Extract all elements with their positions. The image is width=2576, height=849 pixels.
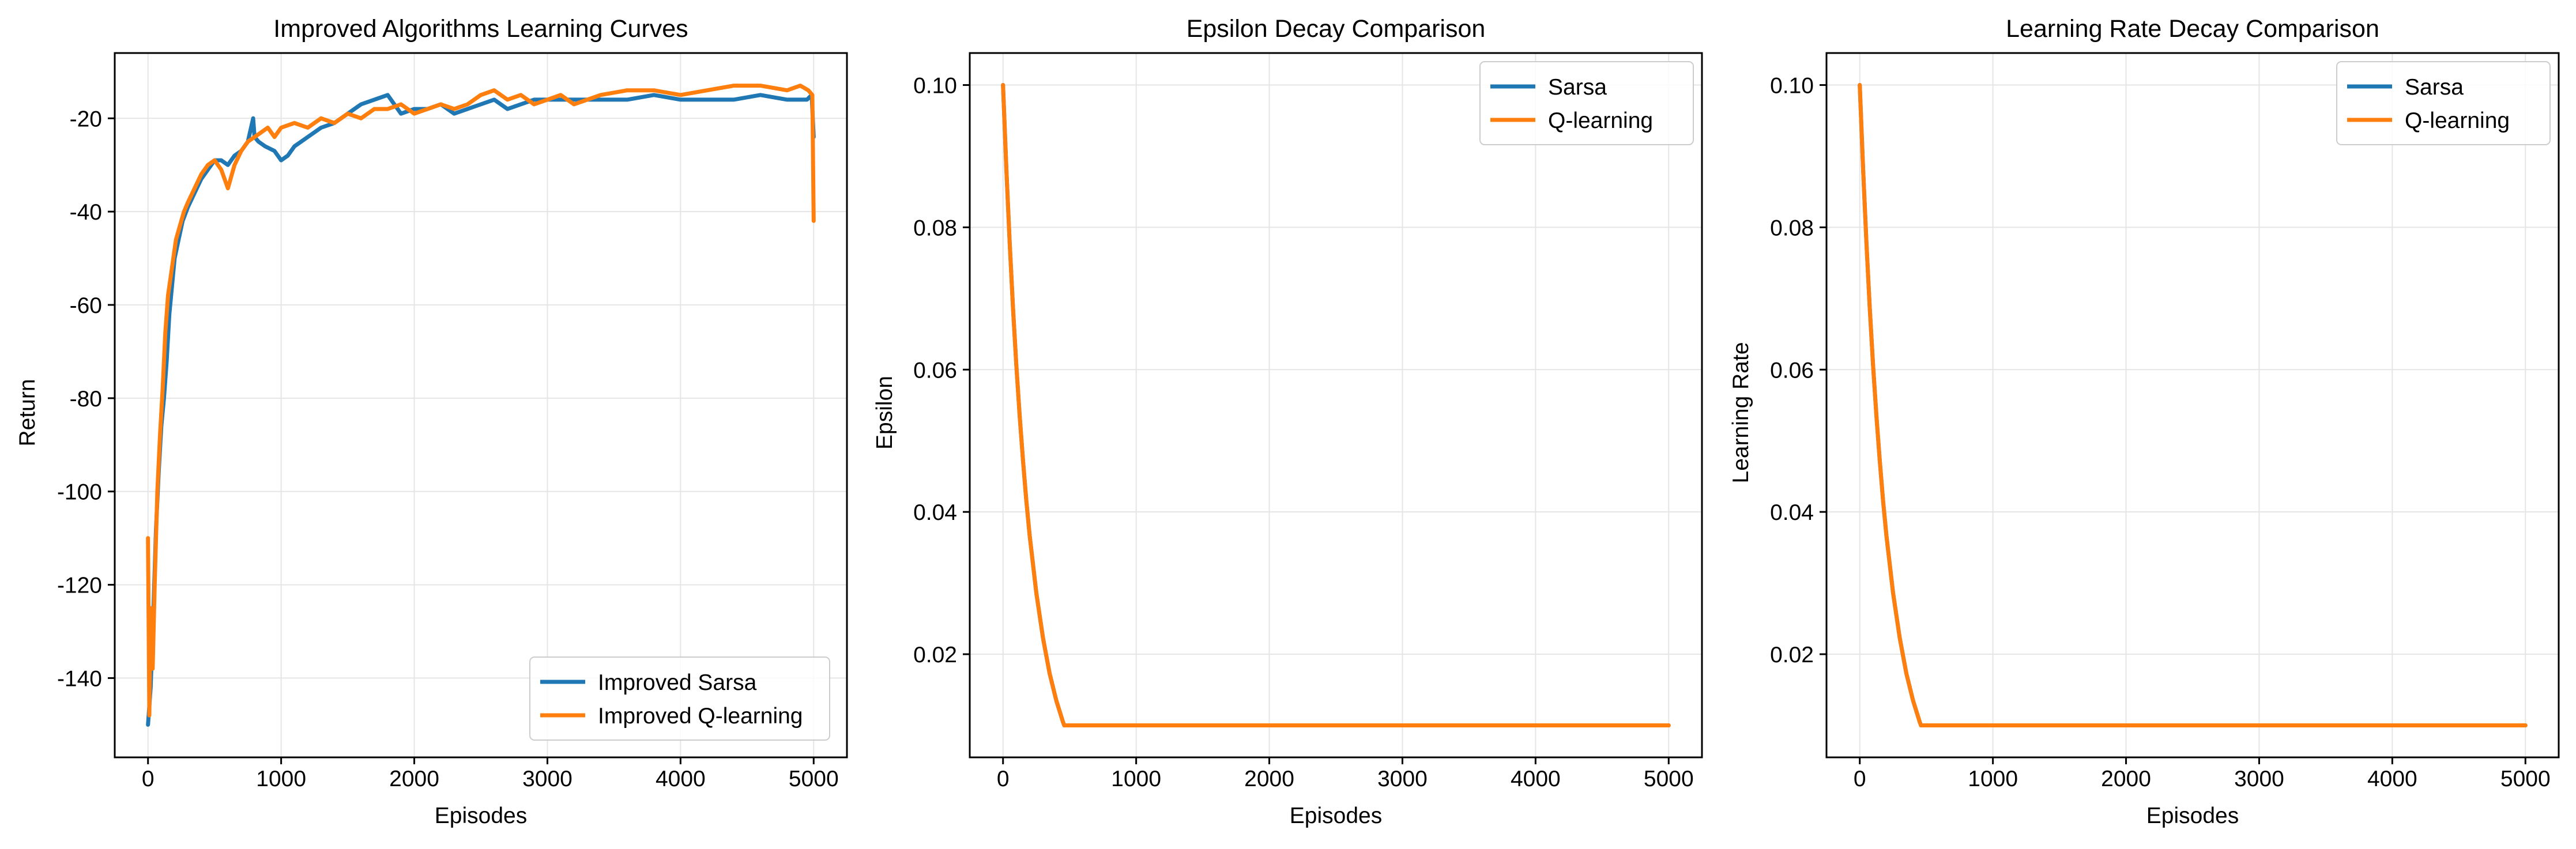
y-tick-label: 0.04 <box>1770 500 1814 525</box>
y-tick-label: -120 <box>57 573 102 598</box>
x-tick-label: 0 <box>1854 767 1866 791</box>
y-tick-label: 0.04 <box>913 500 957 525</box>
chart-title: Improved Algorithms Learning Curves <box>273 15 688 43</box>
y-tick-label: 0.02 <box>913 643 957 667</box>
grid-lines <box>115 53 847 757</box>
series-line-q-learning <box>1001 83 1671 727</box>
axis-ticks: 0 1000 2000 3000 4000 5000 -140 -120 -100 -80 -60 -… <box>57 107 839 791</box>
x-tick-label: 0 <box>997 767 1010 791</box>
y-tick-label: -40 <box>70 200 102 225</box>
legend-box <box>2336 61 2551 145</box>
y-tick-label: -80 <box>70 387 102 412</box>
axes-frame <box>114 52 848 759</box>
legend: Improved Sarsa Improved Q-learning <box>529 656 830 741</box>
x-tick-label: 0 <box>142 767 155 791</box>
x-tick-label: 3000 <box>2234 767 2284 791</box>
y-tick-label: 0.02 <box>1770 643 1814 667</box>
legend-box <box>529 656 830 741</box>
x-tick-label: 5000 <box>2500 767 2551 791</box>
axis-ticks: 0 1000 2000 3000 4000 5000 0.02 0.04 0.06 0.08 0.1… <box>1770 74 2551 791</box>
legend: Sarsa Q-learning <box>1479 61 1694 145</box>
x-axis-label: Episodes <box>435 803 527 828</box>
x-axis-label: Episodes <box>1290 803 1382 828</box>
x-tick-label: 4000 <box>2367 767 2417 791</box>
legend-label: Improved Q-learning <box>598 704 803 729</box>
x-tick-label: 1000 <box>1968 767 2018 791</box>
x-tick-label: 1000 <box>1111 767 1161 791</box>
x-tick-label: 2000 <box>1244 767 1294 791</box>
y-tick-label: 0.10 <box>913 74 957 99</box>
panel-epsilon-decay: Epsilon Decay Comparison Episodes Epsilo… <box>872 15 1703 828</box>
series-line-improved-q-learning <box>146 84 816 718</box>
y-tick-label: -60 <box>70 293 102 318</box>
axes-frame <box>1825 52 2560 759</box>
x-tick-label: 3000 <box>1377 767 1428 791</box>
x-tick-label: 2000 <box>2101 767 2151 791</box>
y-tick-label: 0.10 <box>1770 74 1814 99</box>
y-tick-label: -20 <box>70 107 102 131</box>
panel-learning-rate-decay: Learning Rate Decay Comparison Episodes … <box>1728 15 2560 828</box>
y-tick-label: 0.08 <box>1770 216 1814 240</box>
series-lines <box>1001 83 1671 727</box>
y-tick-label: -100 <box>57 480 102 505</box>
legend-label: Improved Sarsa <box>598 670 757 695</box>
legend-label: Q-learning <box>1548 108 1653 133</box>
chart-title: Epsilon Decay Comparison <box>1187 15 1486 43</box>
axis-ticks: 0 1000 2000 3000 4000 5000 0.02 0.04 0.06 0.08 0.1… <box>913 74 1694 791</box>
axes-frame <box>969 52 1703 759</box>
y-axis-label: Return <box>15 379 40 446</box>
grid-lines <box>1826 53 2559 757</box>
x-axis-label: Episodes <box>2146 803 2239 828</box>
y-tick-label: 0.06 <box>913 358 957 383</box>
grid-lines <box>970 53 1702 757</box>
legend-label: Sarsa <box>2405 75 2464 100</box>
x-tick-label: 3000 <box>522 767 573 791</box>
series-line-improved-sarsa <box>146 93 816 727</box>
x-tick-label: 2000 <box>389 767 439 791</box>
legend: Sarsa Q-learning <box>2336 61 2551 145</box>
chart-title: Learning Rate Decay Comparison <box>2006 15 2379 43</box>
legend-label: Sarsa <box>1548 75 1607 100</box>
series-lines <box>146 84 816 727</box>
series-line-sarsa <box>1858 83 2528 727</box>
x-tick-label: 5000 <box>1644 767 1694 791</box>
series-lines <box>1858 83 2528 727</box>
panel-learning-curves: Improved Algorithms Learning Curves Epis… <box>15 15 848 828</box>
series-line-sarsa <box>1001 83 1671 727</box>
y-axis-label: Epsilon <box>872 376 897 450</box>
series-line-q-learning <box>1858 83 2528 727</box>
x-tick-label: 1000 <box>256 767 306 791</box>
x-tick-label: 4000 <box>656 767 706 791</box>
x-tick-label: 5000 <box>789 767 839 791</box>
legend-box <box>1479 61 1694 145</box>
y-tick-label: -140 <box>57 666 102 691</box>
y-axis-label: Learning Rate <box>1728 342 1753 483</box>
x-tick-label: 4000 <box>1511 767 1561 791</box>
y-tick-label: 0.08 <box>913 216 957 240</box>
legend-label: Q-learning <box>2405 108 2510 133</box>
y-tick-label: 0.06 <box>1770 358 1814 383</box>
